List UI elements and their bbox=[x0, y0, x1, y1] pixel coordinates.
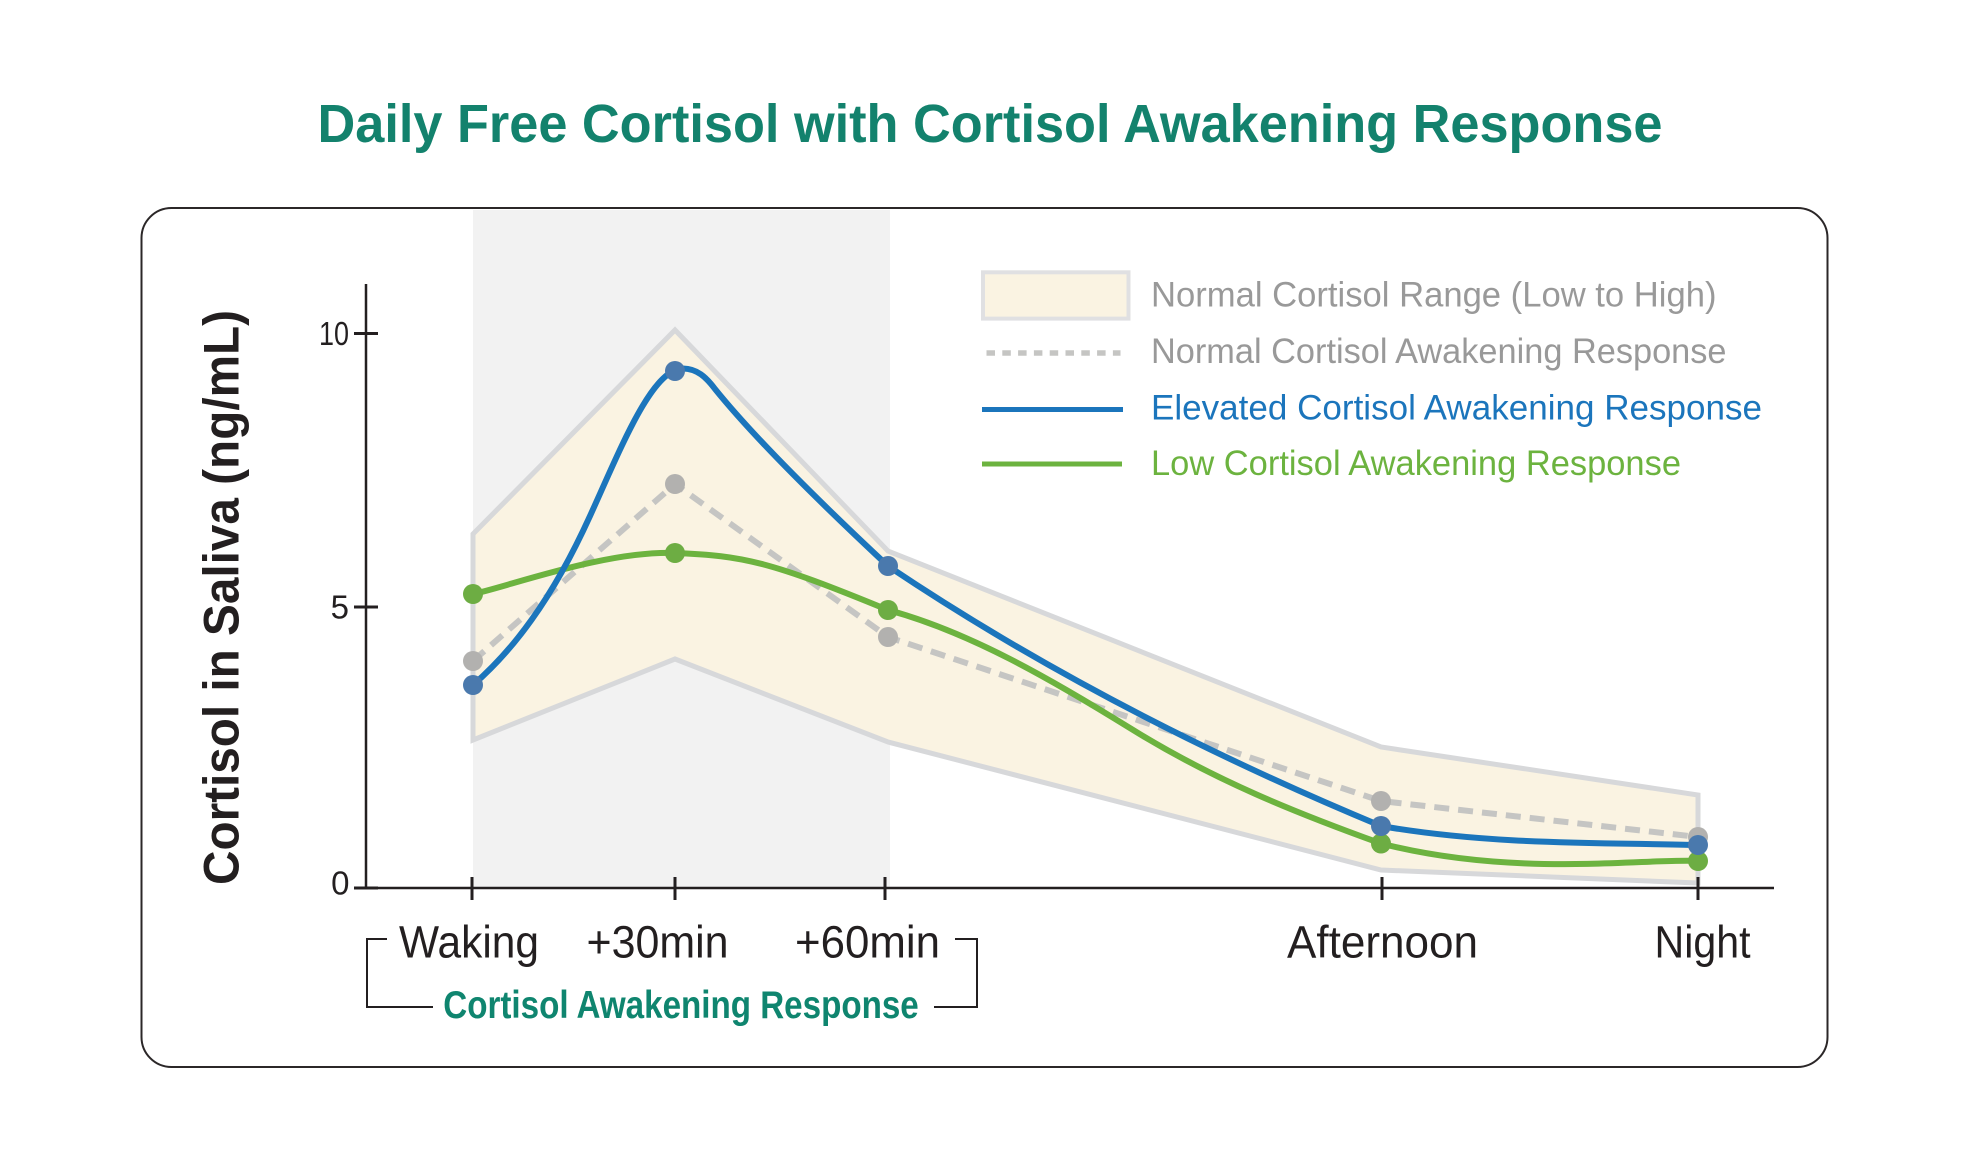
svg-text:Elevated Cortisol Awakening Re: Elevated Cortisol Awakening Response bbox=[1151, 389, 1762, 428]
svg-text:Daily Free Cortisol with Corti: Daily Free Cortisol with Cortisol Awaken… bbox=[318, 94, 1663, 154]
svg-text:+30min: +30min bbox=[587, 917, 729, 968]
svg-text:+60min: +60min bbox=[795, 917, 940, 968]
svg-text:10: 10 bbox=[319, 315, 349, 352]
svg-text:Cortisol Awakening Response: Cortisol Awakening Response bbox=[443, 984, 919, 1027]
svg-text:Cortisol in Saliva (ng/mL): Cortisol in Saliva (ng/mL) bbox=[194, 310, 250, 885]
svg-text:Normal Cortisol Awakening Resp: Normal Cortisol Awakening Response bbox=[1151, 332, 1727, 371]
svg-text:Normal Cortisol Range (Low to: Normal Cortisol Range (Low to High) bbox=[1151, 276, 1717, 315]
svg-text:Low Cortisol Awakening Respons: Low Cortisol Awakening Response bbox=[1151, 444, 1681, 483]
svg-text:Waking: Waking bbox=[399, 917, 539, 968]
svg-text:Afternoon: Afternoon bbox=[1287, 917, 1478, 968]
svg-text:Night: Night bbox=[1655, 917, 1751, 968]
svg-text:0: 0 bbox=[331, 865, 349, 902]
svg-text:5: 5 bbox=[331, 589, 349, 626]
